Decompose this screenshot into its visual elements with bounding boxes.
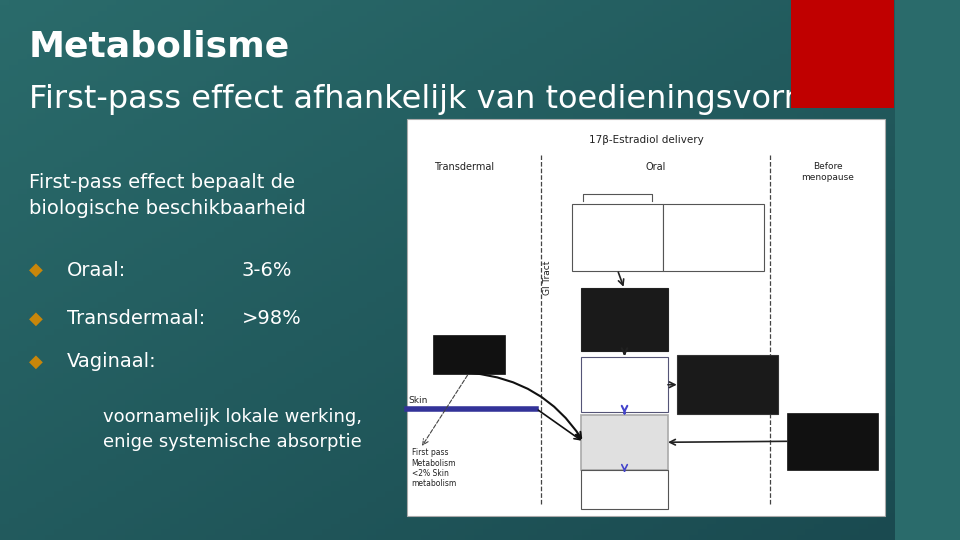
- Text: First pass
Metabolism
95% Estrone: First pass Metabolism 95% Estrone: [703, 370, 752, 400]
- Text: First-pass effect bepaalt de
biologische beschikbaarheid: First-pass effect bepaalt de biologische…: [29, 173, 305, 218]
- FancyBboxPatch shape: [571, 205, 663, 271]
- Text: Oral: Oral: [645, 163, 666, 172]
- FancyBboxPatch shape: [581, 288, 668, 350]
- FancyBboxPatch shape: [581, 357, 668, 412]
- FancyBboxPatch shape: [581, 470, 668, 509]
- Text: Before
menopause: Before menopause: [802, 163, 854, 182]
- Text: Ovaries: Ovaries: [814, 436, 852, 446]
- FancyBboxPatch shape: [407, 119, 885, 516]
- Text: Metabolisme: Metabolisme: [29, 30, 290, 64]
- FancyBboxPatch shape: [787, 413, 878, 470]
- Text: Oraal:: Oraal:: [67, 260, 127, 280]
- Text: GI Tract: GI Tract: [543, 260, 553, 295]
- Text: Urine: Urine: [612, 485, 636, 495]
- Text: ◆: ◆: [29, 353, 42, 371]
- Text: First-pass effect afhankelijk van toedieningsvorm: First-pass effect afhankelijk van toedie…: [29, 84, 815, 114]
- Text: 17β-Estradiol delivery: 17β-Estradiol delivery: [588, 134, 704, 145]
- Text: Skin: Skin: [409, 396, 428, 405]
- FancyBboxPatch shape: [677, 355, 778, 414]
- Text: Transdermaal:: Transdermaal:: [67, 309, 205, 328]
- FancyBboxPatch shape: [662, 205, 763, 271]
- FancyBboxPatch shape: [581, 415, 668, 470]
- FancyBboxPatch shape: [791, 0, 894, 108]
- Text: Transdermal: Transdermal: [434, 163, 494, 172]
- Text: First pass
Metabolism
<2% Skin
metabolism: First pass Metabolism <2% Skin metabolis…: [412, 448, 457, 488]
- Text: 3-6%: 3-6%: [241, 260, 292, 280]
- Text: Estradiol: Estradiol: [604, 315, 646, 324]
- Text: Patch: Patch: [455, 350, 484, 360]
- Text: Estradiol
valerate: Estradiol valerate: [599, 228, 636, 247]
- Text: voornamelijk lokale werking,
enige systemische absorptie: voornamelijk lokale werking, enige syste…: [103, 408, 362, 451]
- Text: ◆: ◆: [29, 261, 42, 279]
- Text: Vaginaal:: Vaginaal:: [67, 352, 156, 372]
- Text: Liver: Liver: [612, 380, 636, 390]
- FancyBboxPatch shape: [433, 335, 505, 374]
- Text: >98%: >98%: [241, 309, 301, 328]
- Text: Blood
plasma: Blood plasma: [610, 433, 639, 452]
- Text: ◆: ◆: [29, 309, 42, 328]
- Text: Metabolism in
GI tract: Metabolism in GI tract: [684, 228, 742, 247]
